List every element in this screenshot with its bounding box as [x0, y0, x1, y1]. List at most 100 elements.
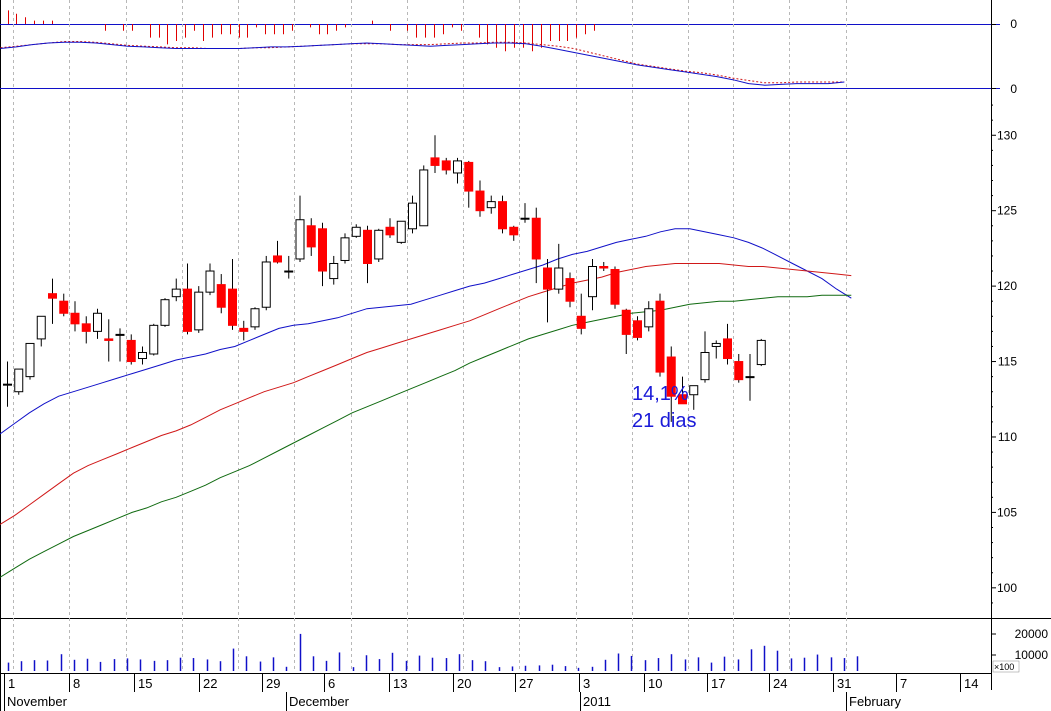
y-axis-labels: 0 0 100 105 110 115 120 125 130 20000 10000×100	[991, 17, 1049, 673]
candle	[216, 274, 226, 314]
x-tick-label: 27	[519, 676, 533, 691]
candle	[329, 255, 339, 285]
moving-average-red	[0, 263, 852, 525]
candle	[554, 243, 564, 294]
oscillator-main-line	[0, 41, 845, 86]
candle-body	[453, 160, 462, 174]
x-tick-label: 24	[773, 676, 787, 691]
candle-body	[599, 266, 609, 269]
candle	[183, 263, 192, 335]
candle-body	[610, 269, 620, 305]
candle-body	[205, 270, 215, 293]
candle-body	[486, 201, 496, 209]
candle-body	[396, 220, 406, 243]
candle-body	[745, 376, 755, 379]
candle	[250, 307, 260, 330]
candle-body	[543, 267, 552, 290]
candle	[228, 258, 237, 330]
candle-body	[160, 299, 170, 326]
moving-average-lines	[0, 228, 852, 578]
candle	[284, 255, 294, 279]
candle	[93, 308, 102, 339]
candle	[453, 157, 462, 184]
oscillator-lines	[0, 41, 845, 86]
candle-body	[81, 323, 91, 332]
candle-body	[430, 157, 440, 166]
histogram-zero-label: 0	[1010, 17, 1017, 31]
candle-body	[734, 361, 744, 381]
candle-body	[183, 288, 192, 332]
moving-average-blue	[0, 228, 852, 435]
candle	[194, 286, 204, 333]
x-tick-label: 14	[964, 676, 978, 691]
candle	[711, 340, 721, 359]
candle	[723, 323, 732, 365]
candle	[644, 301, 654, 332]
candle-body	[588, 266, 597, 298]
volume-tick-label: 10000	[1015, 648, 1049, 662]
candle-body	[351, 226, 361, 237]
candle	[385, 218, 395, 238]
candle-body	[655, 300, 665, 373]
candle-body	[711, 342, 721, 347]
candle	[543, 258, 552, 323]
candle	[160, 298, 170, 327]
price-tick-label: 120	[997, 279, 1017, 293]
candle-body	[374, 229, 384, 260]
x-tick-label: 31	[837, 676, 851, 691]
candle-body	[576, 315, 586, 329]
candle-body	[14, 368, 24, 393]
candle-body	[419, 169, 429, 227]
candlesticks	[3, 135, 766, 422]
candle-body	[239, 327, 249, 332]
candle	[138, 346, 147, 365]
candle-body	[48, 293, 57, 299]
x-tick-label: 8	[73, 676, 80, 691]
candle-body	[475, 190, 485, 212]
candle	[239, 320, 249, 341]
month-label: November	[7, 694, 68, 709]
x-tick-label: 17	[711, 676, 725, 691]
candle	[3, 361, 12, 407]
candle-body	[644, 308, 654, 328]
candle-body	[509, 226, 519, 236]
x-tick-label: 20	[457, 676, 471, 691]
candle-body	[171, 288, 181, 298]
month-label: February	[849, 694, 902, 709]
price-tick-label: 130	[997, 128, 1017, 142]
candle	[734, 354, 744, 383]
candle-body	[25, 342, 35, 378]
candle-body	[138, 351, 147, 360]
candle	[621, 308, 631, 354]
candle	[81, 316, 91, 344]
candle	[756, 338, 766, 367]
volume-bars	[7, 633, 859, 671]
candle-body	[93, 312, 102, 332]
candle	[666, 346, 676, 422]
annotation-percent: 14,1%	[632, 383, 689, 405]
candle-body	[520, 217, 530, 220]
candle-body	[441, 160, 451, 171]
candle-body	[216, 284, 226, 308]
candle-body	[273, 255, 282, 263]
candle	[430, 135, 440, 173]
vertical-gridlines	[13, 0, 847, 672]
candle	[745, 354, 755, 401]
candle-body	[408, 202, 417, 230]
candle	[306, 218, 316, 256]
annotation-days: 21 dias	[632, 410, 697, 432]
candle	[464, 160, 474, 208]
candle-body	[318, 228, 327, 272]
candle	[531, 207, 541, 284]
x-tick-label: 7	[900, 676, 907, 691]
moving-average-green	[0, 294, 852, 578]
candle	[374, 228, 384, 262]
candle-body	[295, 219, 305, 260]
candle	[318, 222, 327, 287]
candle-body	[700, 351, 710, 381]
candle	[396, 220, 406, 244]
candle	[655, 293, 665, 377]
x-tick-label: 3	[583, 676, 590, 691]
candle-body	[464, 161, 474, 192]
